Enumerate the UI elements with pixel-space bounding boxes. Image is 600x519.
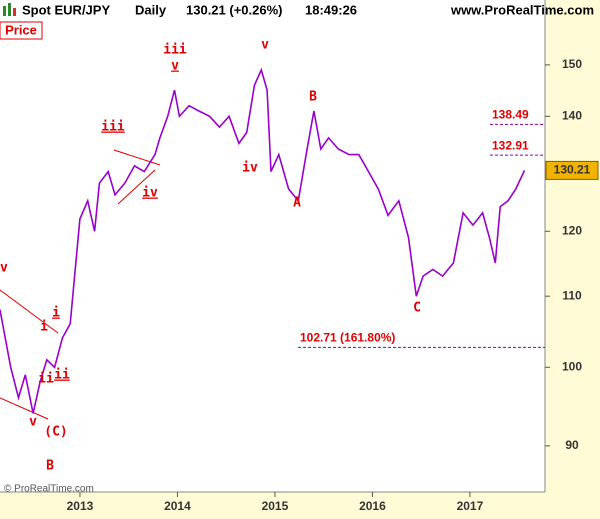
wave-label: v xyxy=(261,38,269,53)
wave-label: iv xyxy=(142,186,158,201)
time: 18:49:26 xyxy=(305,2,357,17)
panel-label-box xyxy=(0,21,43,40)
level-label: 138.49 xyxy=(492,108,529,122)
wave-label: B xyxy=(309,90,317,105)
wave-label: B xyxy=(46,459,54,474)
trend-lines xyxy=(0,149,161,420)
wave-label: iv xyxy=(242,161,258,176)
wave-label: ii xyxy=(38,372,54,387)
last-price-label: 130.21 xyxy=(554,163,591,177)
x-tick-label: 2015 xyxy=(262,499,289,513)
source: www.ProRealTime.com xyxy=(450,2,594,17)
quote: 130.21 (+0.26%) xyxy=(186,2,282,17)
y-tick-label: 120 xyxy=(562,223,582,237)
copyright: © ProRealTime.com xyxy=(4,484,94,495)
level-label: 132.91 xyxy=(492,138,529,152)
x-tick-label: 2017 xyxy=(457,499,484,513)
x-axis-panel xyxy=(0,492,600,519)
last-price-tag xyxy=(545,160,599,180)
y-tick-label: 100 xyxy=(562,359,582,373)
wave-label: ii xyxy=(54,368,70,383)
y-tick-label: 150 xyxy=(562,57,582,71)
wave-label: (C) xyxy=(44,425,67,440)
wave-label: i xyxy=(52,306,60,321)
level-label: 102.71 (161.80%) xyxy=(300,331,395,345)
wave-label: iii xyxy=(163,43,187,58)
header-icon xyxy=(3,3,16,16)
interval: Daily xyxy=(135,2,167,17)
y-tick-label: 90 xyxy=(565,438,579,452)
wave-label: A xyxy=(293,196,301,211)
x-tick-label: 2016 xyxy=(359,499,386,513)
y-tick-label: 110 xyxy=(562,288,582,302)
price-line xyxy=(0,67,526,414)
panel-label: Price xyxy=(5,22,37,37)
x-tick-label: 2013 xyxy=(67,499,94,513)
x-tick-label: 2014 xyxy=(164,499,191,513)
y-axis-panel xyxy=(545,0,600,519)
wave-label: C xyxy=(413,301,421,316)
wave-label: iii xyxy=(101,120,125,135)
wave-label: v xyxy=(29,415,37,430)
title: Spot EUR/JPY xyxy=(22,2,110,17)
wave-label: v xyxy=(171,59,179,74)
wave-label: iv xyxy=(0,261,8,276)
y-tick-label: 140 xyxy=(562,108,582,122)
wave-label: i xyxy=(40,320,48,335)
